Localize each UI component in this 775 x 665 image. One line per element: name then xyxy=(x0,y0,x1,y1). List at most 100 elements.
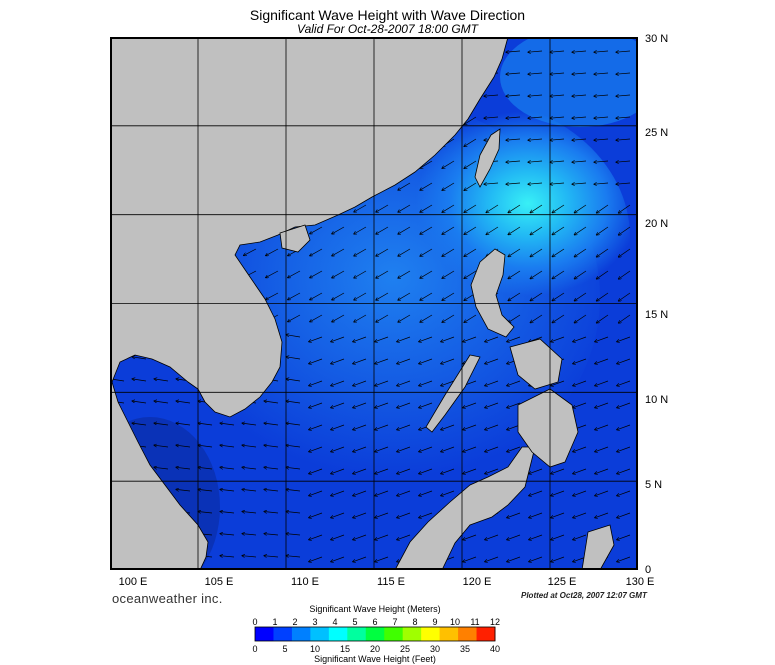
wave-direction-arrow xyxy=(398,248,411,256)
wave-direction-arrow xyxy=(595,380,609,386)
wave-direction-arrow xyxy=(595,512,609,518)
lat-label: 10 N xyxy=(645,394,669,406)
taiwan-island xyxy=(474,128,501,188)
wave-direction-arrow xyxy=(619,248,631,257)
wave-direction-arrow xyxy=(397,380,411,386)
wave-direction-arrow xyxy=(529,490,543,496)
wave-direction-arrow xyxy=(375,512,389,518)
wave-direction-arrow xyxy=(376,270,389,278)
wave-direction-arrow xyxy=(619,226,631,235)
wave-direction-arrow xyxy=(419,380,433,386)
wave-direction-arrow xyxy=(286,423,301,426)
wave-direction-arrow xyxy=(463,468,477,474)
wave-direction-arrow xyxy=(551,380,565,386)
wave-direction-arrow xyxy=(353,512,367,518)
wave-direction-arrow xyxy=(594,139,609,140)
wave-direction-arrow xyxy=(376,204,389,212)
colorbar-segment xyxy=(458,627,478,641)
wave-direction-arrow xyxy=(286,401,301,404)
lon-label: 130 E xyxy=(625,576,655,588)
wave-direction-arrow xyxy=(264,489,279,491)
wave-direction-arrow xyxy=(420,314,433,322)
wave-direction-arrow xyxy=(397,424,411,430)
palawan-island xyxy=(425,354,481,433)
wave-direction-arrow xyxy=(507,446,521,452)
wave-direction-arrow xyxy=(442,204,455,212)
wave-direction-arrow xyxy=(551,336,565,342)
wave-direction-arrow xyxy=(242,556,257,557)
wave-direction-arrow xyxy=(310,292,323,300)
wave-direction-arrow xyxy=(353,358,367,364)
lat-label: 30 N xyxy=(645,33,669,45)
wave-direction-arrow xyxy=(595,490,609,496)
wave-direction-arrow xyxy=(309,512,323,518)
wave-direction-arrow xyxy=(288,314,301,322)
wave-direction-arrow xyxy=(354,226,367,234)
wave-direction-arrow xyxy=(354,270,367,278)
wave-direction-arrow xyxy=(507,380,521,386)
wave-direction-arrow xyxy=(132,401,147,404)
wave-direction-arrow xyxy=(595,402,609,408)
wave-direction-arrow xyxy=(220,534,235,535)
colorbar-segment xyxy=(439,627,459,641)
wave-direction-arrow xyxy=(310,314,323,322)
wave-direction-arrow xyxy=(529,556,543,562)
colorbar-segment xyxy=(402,627,422,641)
wave-direction-arrow xyxy=(419,358,433,364)
wave-direction-arrow xyxy=(507,534,521,540)
wave-direction-arrow xyxy=(617,402,631,408)
wave-direction-arrow xyxy=(441,468,455,474)
wave-direction-arrow xyxy=(594,51,609,52)
wave-direction-arrow xyxy=(376,314,389,322)
wave-direction-arrow xyxy=(331,490,345,496)
wave-direction-arrow xyxy=(353,534,367,540)
wave-direction-arrow xyxy=(617,380,631,386)
wave-direction-arrow xyxy=(617,534,631,540)
wave-direction-arrow xyxy=(442,226,455,234)
colorbar-frame xyxy=(254,626,496,642)
colorbar-title-meters: Significant Wave Height (Meters) xyxy=(309,604,441,614)
wave-direction-arrow xyxy=(484,117,499,118)
wave-direction-arrow xyxy=(198,512,213,514)
wave-direction-arrow xyxy=(530,292,543,301)
wave-direction-arrow xyxy=(617,556,631,562)
colorbar-feet-tick: 20 xyxy=(370,644,380,654)
wave-direction-arrow xyxy=(331,512,345,518)
wave-direction-arrow xyxy=(528,183,543,184)
lat-label: 20 N xyxy=(645,218,669,230)
wave-direction-arrow xyxy=(398,204,411,212)
wave-direction-arrow xyxy=(464,116,477,124)
wave-direction-arrow xyxy=(573,490,587,496)
wave-direction-arrow xyxy=(617,446,631,452)
wave-direction-arrow xyxy=(176,489,191,491)
wave-direction-arrow xyxy=(309,402,323,408)
wave-direction-arrow xyxy=(572,117,587,118)
wave-direction-arrow xyxy=(619,292,631,301)
wave-direction-arrow xyxy=(375,556,389,562)
wave-direction-arrow xyxy=(154,423,169,426)
wave-direction-arrow xyxy=(266,248,279,256)
wave-direction-arrow xyxy=(550,73,565,74)
wave-direction-arrow xyxy=(244,248,257,256)
colorbar-feet-tick: 25 xyxy=(400,644,410,654)
wave-direction-arrow xyxy=(594,183,609,184)
wave-direction-arrow xyxy=(484,183,499,184)
map-title: Significant Wave Height with Wave Direct… xyxy=(249,7,526,23)
wave-direction-arrow xyxy=(574,248,587,257)
wave-height-colorbar: 0 1 2 3 4 5 6 7 8 9 10 11 120 5 10 15 20 25 30 35 40 xyxy=(252,617,500,654)
wave-direction-arrow xyxy=(310,270,323,278)
wave-direction-arrow xyxy=(508,292,521,301)
wave-direction-arrow xyxy=(398,182,411,190)
wave-direction-arrow xyxy=(597,226,609,235)
wave-direction-arrow xyxy=(309,336,323,342)
wave-direction-arrow xyxy=(198,423,213,426)
wave-direction-arrow xyxy=(508,226,521,235)
wave-direction-arrow xyxy=(420,226,433,234)
wave-direction-arrow xyxy=(332,248,345,256)
wave-direction-arrow xyxy=(242,445,257,448)
wave-direction-arrow xyxy=(398,314,411,322)
lat-label: 25 N xyxy=(645,127,669,139)
wave-direction-arrow xyxy=(463,402,477,408)
wave-direction-arrow xyxy=(353,402,367,408)
wave-direction-arrow xyxy=(506,139,521,140)
